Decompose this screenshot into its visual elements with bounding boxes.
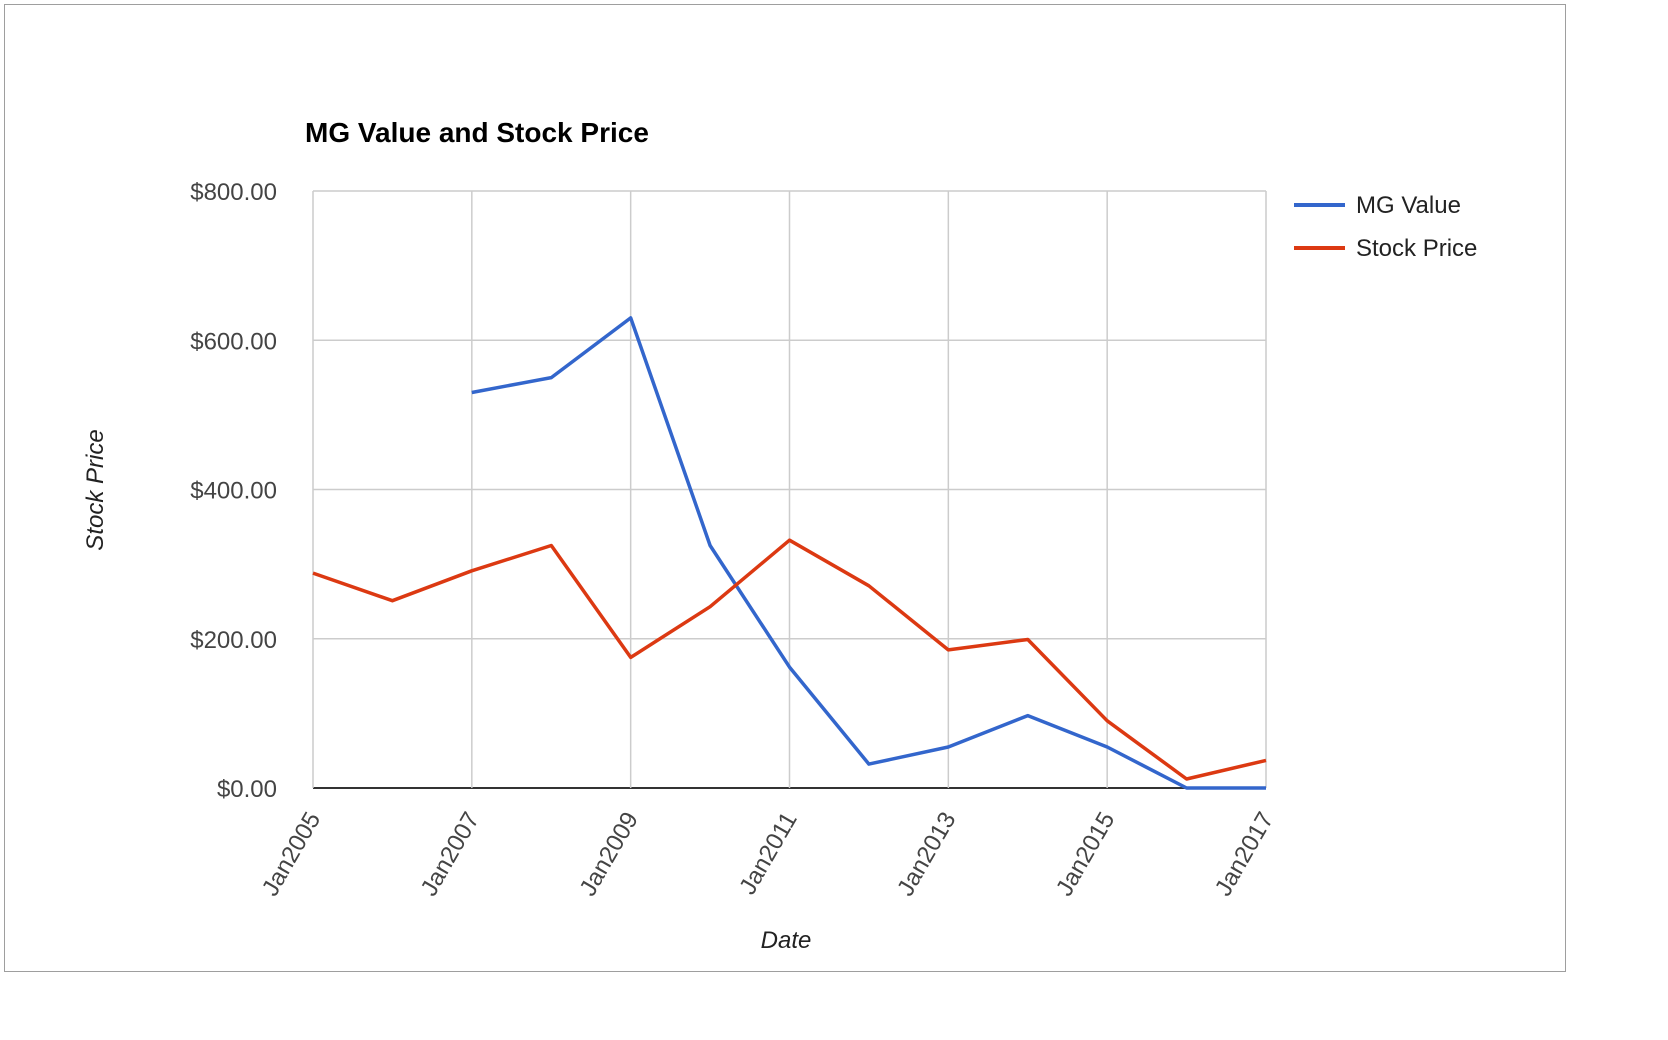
x-tick-label: Jan2013 xyxy=(892,808,961,901)
y-axis-ticks: $0.00 $200.00 $400.00 $600.00 $800.00 xyxy=(190,179,277,803)
x-tick-label: Jan2017 xyxy=(1210,808,1279,901)
y-tick-label: $0.00 xyxy=(217,776,277,803)
chart-frame xyxy=(4,4,1566,972)
series-line-stock-price xyxy=(312,538,1267,781)
series-layer xyxy=(312,316,1267,790)
y-tick-label: $600.00 xyxy=(190,328,277,355)
x-tick-label: Jan2015 xyxy=(1051,808,1120,901)
x-tick-label: Jan2011 xyxy=(734,808,803,900)
x-axis-ticks: Jan2005 Jan2007 Jan2009 Jan2011 Jan2013 Jan20… xyxy=(257,808,1279,901)
y-tick-label: $400.00 xyxy=(190,478,277,505)
legend-label-mg-value: MG Value xyxy=(1356,192,1461,219)
series-line-mg-value xyxy=(471,316,1266,790)
y-axis-label: Stock Price xyxy=(82,429,109,550)
y-tick-label: $800.00 xyxy=(190,179,277,206)
y-tick-label: $200.00 xyxy=(190,627,277,654)
gridlines xyxy=(312,190,1267,789)
x-tick-label: Jan2005 xyxy=(257,808,326,901)
x-axis-label: Date xyxy=(761,927,812,954)
x-tick-label: Jan2007 xyxy=(416,808,485,901)
x-tick-label: Jan2009 xyxy=(574,808,643,901)
legend-label-stock-price: Stock Price xyxy=(1356,235,1477,262)
chart-title: MG Value and Stock Price xyxy=(305,117,649,148)
legend: MG Value Stock Price xyxy=(1294,192,1477,262)
